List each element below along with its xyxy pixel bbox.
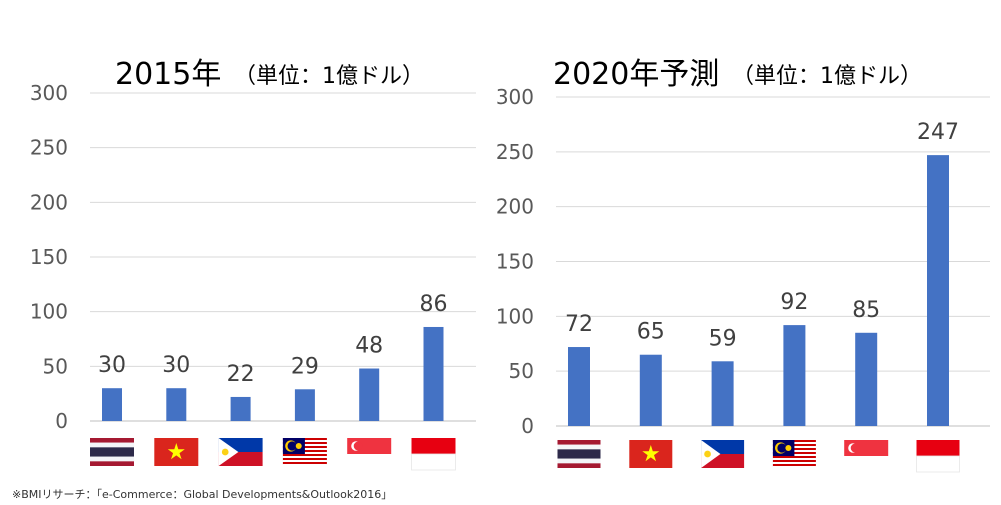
data-label: 92 [780,290,808,315]
data-label: 29 [291,354,319,379]
y-tick-label: 50 [43,354,68,378]
bar-philippines-flag [711,361,734,426]
data-label: 247 [917,120,959,145]
y-tick-label: 100 [496,304,534,328]
y-tick-label: 0 [521,414,534,438]
y-tick-label: 200 [30,190,68,214]
malaysia-flag [772,440,816,469]
data-label: 30 [162,353,190,378]
chart-title: 2015年 [115,57,221,92]
bar-indonesia-flag [423,326,444,421]
source-note: ※BMIリサーチ：「e-Commerce：Global Developments… [12,488,393,501]
singapore-flag [347,438,392,454]
y-tick-label: 250 [496,140,534,164]
unit-note: （単位：1億ドル） [732,64,922,89]
vietnam-flag [629,440,673,468]
philippines-flag [218,438,263,466]
y-tick-label: 50 [509,359,534,383]
data-label: 85 [852,298,880,323]
chart-title: 2020年予測 [553,57,719,92]
data-label: 59 [709,326,737,351]
bar-vietnam-flag [639,354,662,426]
y-tick-label: 300 [496,85,534,109]
bar-malaysia-flag [783,325,806,426]
y-tick-label: 100 [30,300,68,324]
indonesia-flag [916,440,960,473]
malaysia-flag [282,438,327,467]
bar-indonesia-flag [927,155,949,426]
indonesia-flag [411,438,456,471]
thailand-flag [90,438,134,466]
bar-thailand-flag [102,388,122,421]
data-label: 86 [420,292,448,317]
data-label: 72 [565,312,593,337]
bar-philippines-flag [230,396,251,421]
y-tick-label: 200 [496,195,534,219]
data-label: 65 [637,320,665,345]
bar-singapore-flag [855,332,878,426]
bar-singapore-flag [359,368,380,421]
y-tick-label: 0 [55,409,68,433]
bar-malaysia-flag [294,389,315,421]
philippines-flag [701,440,745,468]
vietnam-flag [154,438,199,466]
bar-thailand-flag [568,347,590,426]
y-tick-label: 150 [30,245,68,269]
y-tick-label: 250 [30,136,68,160]
thailand-flag [557,440,601,468]
data-label: 48 [355,334,383,359]
singapore-flag [844,440,889,456]
bar-vietnam-flag [166,388,187,421]
unit-note: （単位：1億ドル） [234,64,424,89]
chart-2020-forecast: 2020年予測 （単位：1億ドル） 0 50 100 150 200 250 300 72 65 59… [496,57,990,473]
data-label: 30 [98,353,126,378]
y-tick-label: 300 [30,81,68,105]
data-label: 22 [227,362,255,387]
y-tick-label: 150 [496,250,534,274]
chart-2015: 2015年 （単位：1億ドル） 0 50 100 150 200 250 300 30 30 22 29… [30,57,476,471]
